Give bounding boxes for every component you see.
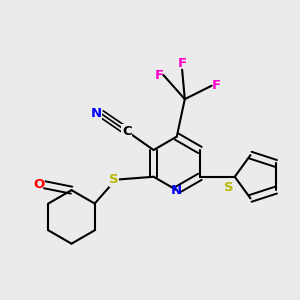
- Text: N: N: [171, 184, 182, 197]
- Text: C: C: [122, 125, 132, 138]
- Text: S: S: [109, 173, 119, 186]
- Text: F: F: [212, 79, 221, 92]
- Text: N: N: [90, 107, 101, 120]
- Text: O: O: [34, 178, 45, 191]
- Text: F: F: [178, 57, 187, 70]
- Text: F: F: [154, 69, 164, 82]
- Text: S: S: [224, 181, 234, 194]
